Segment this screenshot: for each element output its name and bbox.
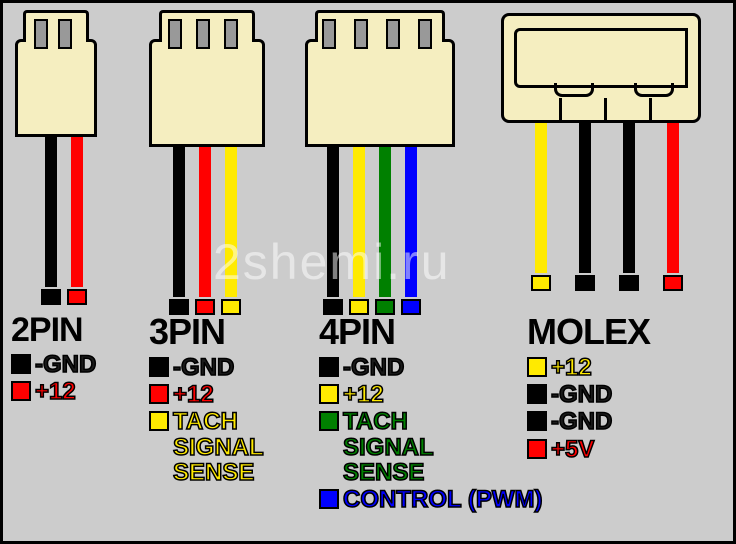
legend-row: -GND: [527, 382, 650, 407]
legend-swatch: [149, 357, 169, 377]
legend-swatch: [319, 357, 339, 377]
legend-label: +12: [343, 382, 384, 407]
wires: [535, 123, 679, 273]
legend-row: -GND: [319, 355, 543, 380]
legend-swatch: [149, 384, 169, 404]
legend-row: +12: [149, 382, 264, 407]
legend-row: TACH SIGNAL SENSE: [149, 409, 264, 485]
legend-swatch: [319, 489, 339, 509]
legend-title: 2PIN: [11, 311, 96, 350]
legend-title: 3PIN: [149, 311, 264, 353]
legend-row: +12: [527, 355, 650, 380]
connector-body: [305, 39, 455, 147]
wire: [535, 123, 547, 273]
connector-tab: [23, 10, 89, 42]
legend-2pin: 2PIN-GND+12: [11, 311, 96, 404]
legend-row: +12: [319, 382, 543, 407]
legend-row: TACH SIGNAL SENSE: [319, 409, 543, 485]
connector-tab: [159, 10, 255, 42]
wire-tip: [531, 275, 551, 291]
legend-row: +5V: [527, 437, 650, 462]
legend-title: MOLEX: [527, 311, 650, 353]
pin-slot: [418, 19, 432, 49]
legend-swatch: [319, 411, 339, 431]
pin-slot: [168, 19, 182, 49]
legend-row: -GND: [149, 355, 264, 380]
legend-label: CONTROL (PWM): [343, 487, 543, 512]
pin-slot: [354, 19, 368, 49]
legend-4pin: 4PIN-GND+12TACH SIGNAL SENSECONTROL (PWM…: [319, 311, 543, 512]
connector-body: [149, 39, 265, 147]
legend-label: -GND: [35, 352, 96, 377]
pin-slot: [34, 19, 48, 49]
connector-3pin: [149, 13, 265, 147]
legend-swatch: [11, 354, 31, 374]
pin-slot: [196, 19, 210, 49]
wire: [173, 147, 185, 297]
molex-inner: [514, 28, 688, 88]
legend-label: +5V: [551, 437, 594, 462]
legend-swatch: [11, 381, 31, 401]
pin-slot: [322, 19, 336, 49]
legend-label: -GND: [343, 355, 404, 380]
legend-row: -GND: [11, 352, 96, 377]
legend-swatch: [149, 411, 169, 431]
wire-tip: [663, 275, 683, 291]
legend-label: -GND: [173, 355, 234, 380]
legend-label: +12: [35, 379, 76, 404]
pin-slot: [386, 19, 400, 49]
wire: [71, 137, 83, 287]
wire-tip: [41, 289, 61, 305]
legend-3pin: 3PIN-GND+12TACH SIGNAL SENSE: [149, 311, 264, 485]
wire-tip: [619, 275, 639, 291]
connector-4pin: [305, 13, 455, 147]
legend-label: TACH SIGNAL SENSE: [173, 409, 264, 485]
legend-row: +12: [11, 379, 96, 404]
wire-tip: [67, 289, 87, 305]
pin-slot: [58, 19, 72, 49]
wire: [623, 123, 635, 273]
connector-tab: [315, 10, 445, 42]
legend-label: +12: [551, 355, 592, 380]
wire-tip: [575, 275, 595, 291]
legend-swatch: [527, 439, 547, 459]
watermark: 2shemi.ru: [213, 233, 451, 291]
wire: [199, 147, 211, 297]
wires: [45, 137, 83, 287]
legend-label: -GND: [551, 382, 612, 407]
wire: [579, 123, 591, 273]
wire: [45, 137, 57, 287]
legend-row: CONTROL (PWM): [319, 487, 543, 512]
wire: [667, 123, 679, 273]
pin-slot: [224, 19, 238, 49]
legend-title: 4PIN: [319, 311, 543, 353]
connector-body: [15, 39, 97, 137]
legend-swatch: [319, 384, 339, 404]
legend-swatch: [527, 384, 547, 404]
legend-label: TACH SIGNAL SENSE: [343, 409, 434, 485]
connector-molex: [501, 13, 701, 123]
molex-body: [501, 13, 701, 123]
legend-molex: MOLEX+12-GND-GND+5V: [527, 311, 650, 462]
legend-row: -GND: [527, 409, 650, 434]
legend-label: -GND: [551, 409, 612, 434]
legend-swatch: [527, 411, 547, 431]
legend-swatch: [527, 357, 547, 377]
connector-2pin: [15, 13, 97, 137]
legend-label: +12: [173, 382, 214, 407]
